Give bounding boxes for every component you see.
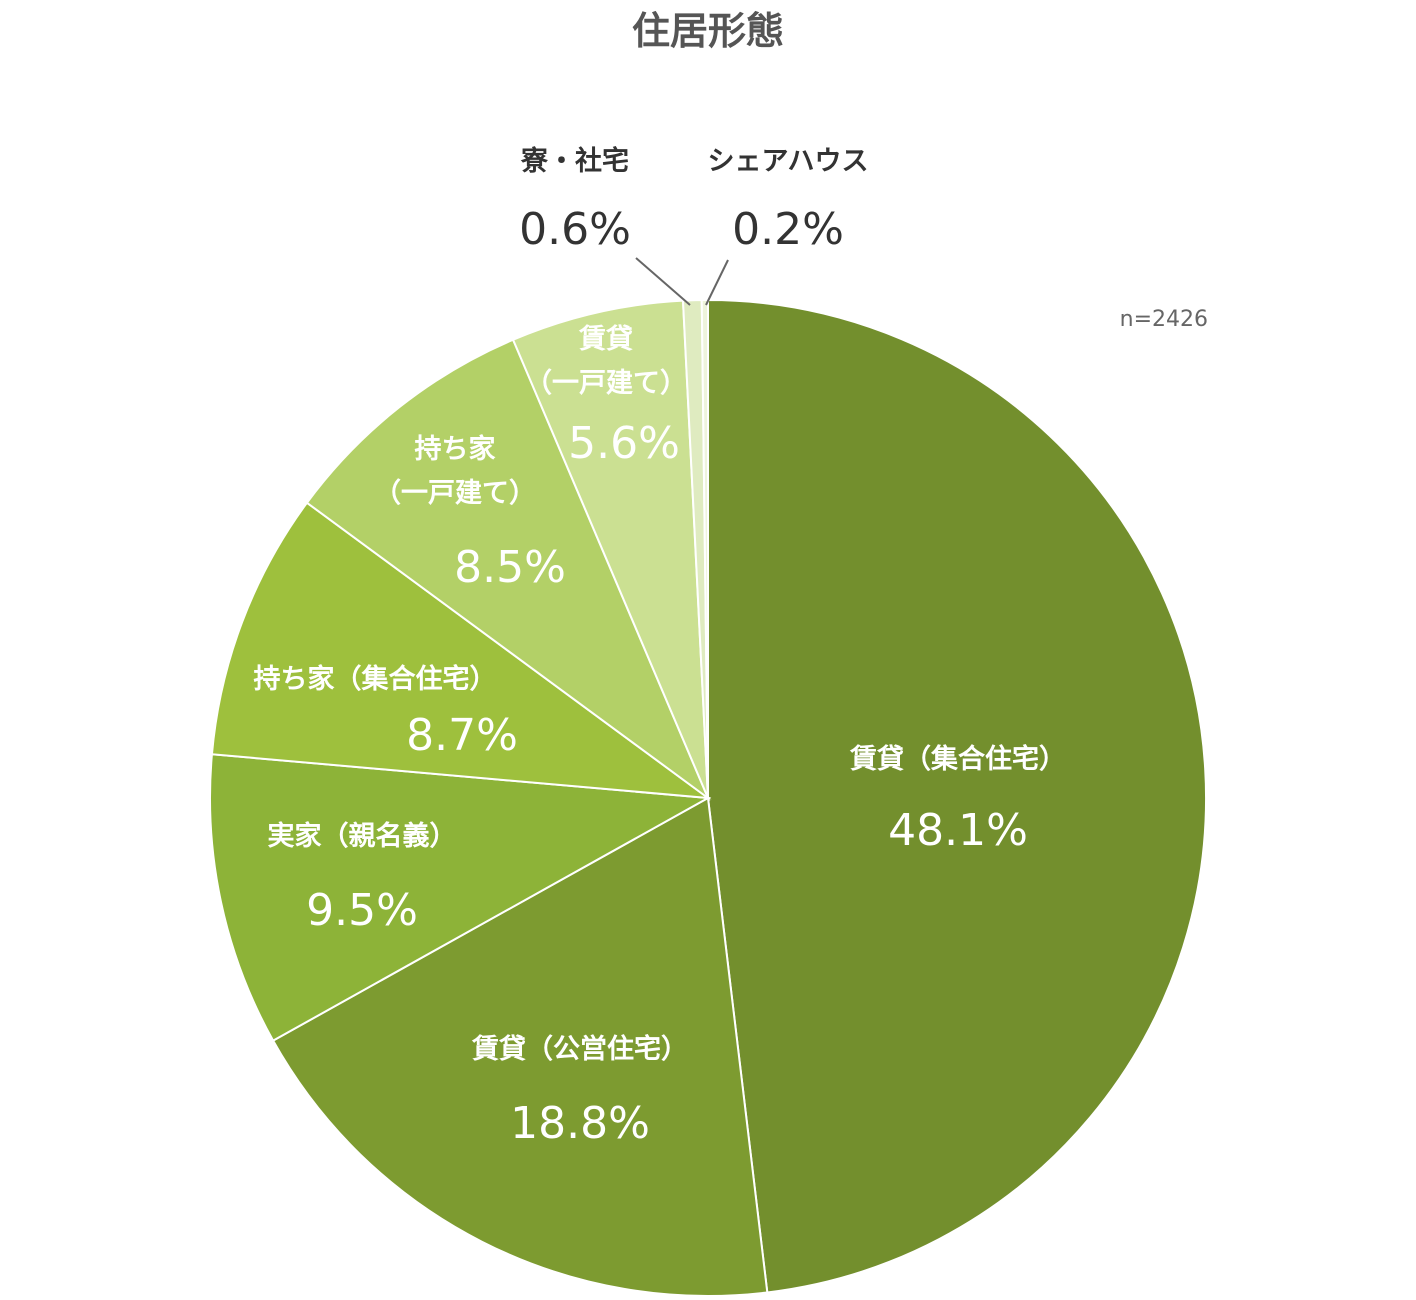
pie-slice-2: [209, 753, 712, 1043]
slice-label-1: 賃貸（公営住宅）: [471, 1033, 688, 1065]
slice-label-5: 賃貸（一戸建て）: [525, 323, 687, 399]
slice-value-4: 8.5%: [454, 542, 566, 593]
slice-value-1: 18.8%: [510, 1098, 650, 1149]
slice-value-5: 5.6%: [568, 418, 680, 469]
slice-value-0: 48.1%: [888, 805, 1028, 856]
pie-slice-0: [707, 298, 1208, 1294]
slice-value-3: 8.7%: [406, 710, 518, 761]
pie-slice-1: [271, 796, 769, 1297]
slice-label-0: 賃貸（集合住宅）: [849, 743, 1066, 775]
slice-labels: 賃貸（集合住宅） 48.1% 賃貸（公営住宅） 18.8% 実家（親名義） 9.5% 持ち家…: [254, 145, 1067, 1149]
slice-value-7: 0.2%: [732, 204, 844, 255]
sample-size-note: n=2426: [1120, 307, 1208, 332]
slice-value-2: 9.5%: [306, 885, 418, 936]
slice-label-7: シェアハウス: [708, 146, 869, 177]
chart-title: 住居形態: [632, 9, 784, 53]
leader-line-7: [705, 259, 729, 306]
slice-value-6: 0.6%: [519, 204, 631, 255]
slice-label-3: 持ち家（集合住宅）: [254, 663, 497, 695]
slice-label-6: 寮・社宅: [520, 145, 629, 177]
pie-slice-4: [305, 338, 711, 801]
leader-line-6: [635, 257, 691, 306]
pie-slice-3: [210, 501, 712, 800]
leader-lines: [635, 257, 729, 306]
pie-slices: [209, 298, 1208, 1297]
slice-label-4: 持ち家（一戸建て）: [374, 433, 536, 509]
slice-label-2: 実家（親名義）: [268, 820, 457, 852]
pie-slice-5: [511, 299, 709, 799]
